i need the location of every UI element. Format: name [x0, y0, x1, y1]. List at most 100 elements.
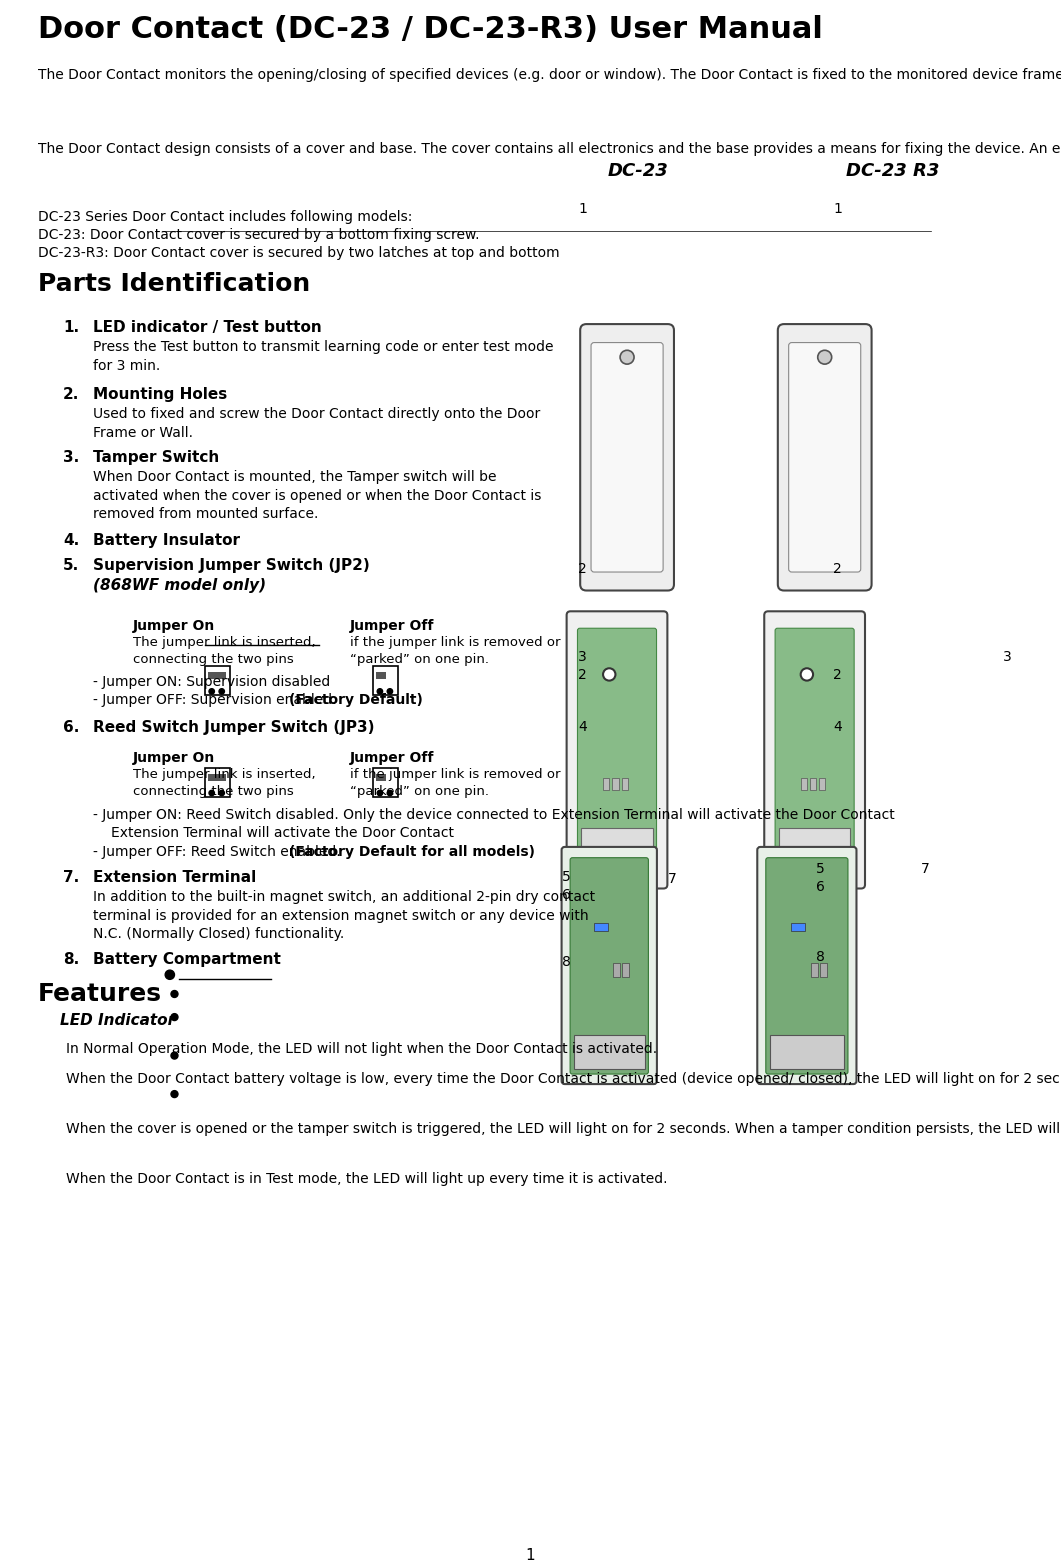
Text: - Jumper ON: Reed Switch disabled. Only the device connected to Extension Termin: - Jumper ON: Reed Switch disabled. Only … — [93, 808, 894, 822]
Text: 4: 4 — [578, 720, 587, 734]
Circle shape — [209, 689, 214, 693]
Bar — [623, 962, 629, 977]
Circle shape — [620, 351, 634, 365]
Text: 3: 3 — [1003, 649, 1012, 664]
Text: 4.: 4. — [63, 534, 80, 548]
FancyBboxPatch shape — [570, 858, 648, 1074]
Text: Features: Features — [38, 981, 162, 1006]
Text: The jumper link is inserted,
connecting the two pins: The jumper link is inserted, connecting … — [133, 635, 315, 665]
Circle shape — [377, 790, 383, 795]
FancyBboxPatch shape — [758, 847, 856, 1085]
Bar — [205, 667, 230, 695]
Bar — [208, 671, 226, 679]
Bar — [801, 778, 806, 790]
Text: 6: 6 — [562, 887, 571, 901]
Text: When Door Contact is mounted, the Tamper switch will be
activated when the cover: When Door Contact is mounted, the Tamper… — [93, 470, 541, 521]
Text: Jumper On: Jumper On — [133, 751, 215, 765]
FancyBboxPatch shape — [788, 343, 860, 573]
Text: 2: 2 — [833, 668, 841, 682]
Text: When the Door Contact battery voltage is low, every time the Door Contact is act: When the Door Contact battery voltage is… — [66, 1072, 1061, 1086]
Bar — [612, 778, 619, 790]
Text: When the Door Contact is in Test mode, the LED will light up every time it is ac: When the Door Contact is in Test mode, t… — [66, 1172, 667, 1186]
Text: The Door Contact design consists of a cover and base. The cover contains all ele: The Door Contact design consists of a co… — [38, 142, 1061, 156]
Circle shape — [801, 668, 813, 681]
Text: 8: 8 — [816, 950, 824, 964]
Text: (868WF model only): (868WF model only) — [93, 577, 266, 593]
Text: Extension Terminal will activate the Door Contact: Extension Terminal will activate the Doo… — [111, 826, 454, 840]
Bar — [372, 767, 398, 797]
Text: 5: 5 — [816, 862, 824, 876]
Text: LED indicator / Test button: LED indicator / Test button — [93, 319, 321, 335]
FancyBboxPatch shape — [776, 628, 854, 875]
Text: DC-23 Series Door Contact includes following models:: DC-23 Series Door Contact includes follo… — [38, 210, 413, 224]
FancyBboxPatch shape — [567, 612, 667, 889]
Circle shape — [219, 689, 225, 693]
Circle shape — [209, 790, 214, 795]
Circle shape — [166, 970, 174, 980]
Text: 1: 1 — [578, 202, 587, 216]
Bar — [811, 962, 818, 977]
Bar — [810, 778, 816, 790]
Text: 2: 2 — [833, 562, 841, 576]
Text: if the jumper link is removed or
“parked” on one pin.: if the jumper link is removed or “parked… — [350, 635, 560, 665]
Text: Extension Terminal: Extension Terminal — [93, 870, 257, 884]
FancyBboxPatch shape — [577, 628, 657, 875]
Text: 7: 7 — [921, 862, 929, 876]
Circle shape — [387, 689, 393, 693]
Circle shape — [171, 991, 178, 997]
Bar — [779, 828, 850, 870]
Text: Used to fixed and screw the Door Contact directly onto the Door
Frame or Wall.: Used to fixed and screw the Door Contact… — [93, 407, 540, 440]
Text: 7.: 7. — [63, 870, 80, 884]
Text: 4: 4 — [833, 720, 841, 734]
FancyBboxPatch shape — [580, 324, 674, 590]
Circle shape — [387, 790, 393, 795]
Circle shape — [171, 1052, 178, 1060]
Bar — [377, 773, 385, 781]
Text: - Jumper OFF: Supervision enabled.: - Jumper OFF: Supervision enabled. — [93, 693, 341, 707]
Text: Battery Insulator: Battery Insulator — [93, 534, 240, 548]
Bar — [574, 1034, 644, 1069]
Text: - Jumper ON: Supervision disabled: - Jumper ON: Supervision disabled — [93, 675, 330, 689]
Text: 3.: 3. — [63, 451, 80, 465]
Bar — [622, 778, 628, 790]
Bar — [769, 1034, 845, 1069]
Bar — [603, 778, 609, 790]
Text: 3: 3 — [578, 649, 587, 664]
Bar — [594, 923, 608, 931]
Text: (Factory Default): (Factory Default) — [289, 693, 423, 707]
Text: 1.: 1. — [63, 319, 80, 335]
Text: Supervision Jumper Switch (JP2): Supervision Jumper Switch (JP2) — [93, 559, 369, 573]
Text: DC-23: Door Contact cover is secured by a bottom fixing screw.: DC-23: Door Contact cover is secured by … — [38, 228, 480, 243]
Text: 2: 2 — [578, 668, 587, 682]
Text: The Door Contact monitors the opening/closing of specified devices (e.g. door or: The Door Contact monitors the opening/cl… — [38, 67, 1061, 81]
Text: Jumper On: Jumper On — [133, 620, 215, 632]
Text: The jumper link is inserted,
connecting the two pins: The jumper link is inserted, connecting … — [133, 768, 315, 798]
FancyBboxPatch shape — [766, 858, 848, 1074]
Text: DC-23 R3: DC-23 R3 — [847, 163, 940, 180]
Bar — [372, 667, 398, 695]
Text: In Normal Operation Mode, the LED will not light when the Door Contact is activa: In Normal Operation Mode, the LED will n… — [66, 1042, 657, 1056]
Bar — [205, 767, 230, 797]
Text: LED Indicator: LED Indicator — [60, 1013, 175, 1028]
Text: if the jumper link is removed or
“parked” on one pin.: if the jumper link is removed or “parked… — [350, 768, 560, 798]
Text: 1: 1 — [833, 202, 841, 216]
Text: 2.: 2. — [63, 387, 80, 402]
Text: (Factory Default for all models): (Factory Default for all models) — [289, 845, 535, 859]
FancyBboxPatch shape — [561, 847, 657, 1085]
Circle shape — [377, 689, 383, 693]
Text: 6: 6 — [816, 880, 824, 894]
Text: Parts Identification: Parts Identification — [38, 272, 310, 296]
Text: - Jumper OFF: Reed Switch enabled.: - Jumper OFF: Reed Switch enabled. — [93, 845, 345, 859]
Circle shape — [818, 351, 832, 365]
Text: 5: 5 — [562, 870, 571, 884]
Bar — [377, 671, 385, 679]
Text: Door Contact (DC-23 / DC-23-R3) User Manual: Door Contact (DC-23 / DC-23-R3) User Man… — [38, 16, 823, 44]
Text: 8: 8 — [562, 955, 571, 969]
Text: In addition to the built-in magnet switch, an additional 2-pin dry contact
termi: In addition to the built-in magnet switc… — [93, 890, 595, 941]
Bar — [208, 773, 226, 781]
Text: 6.: 6. — [63, 720, 80, 736]
Circle shape — [171, 1091, 178, 1097]
Bar — [581, 828, 653, 870]
Bar — [820, 962, 827, 977]
Text: Battery Compartment: Battery Compartment — [93, 952, 281, 967]
